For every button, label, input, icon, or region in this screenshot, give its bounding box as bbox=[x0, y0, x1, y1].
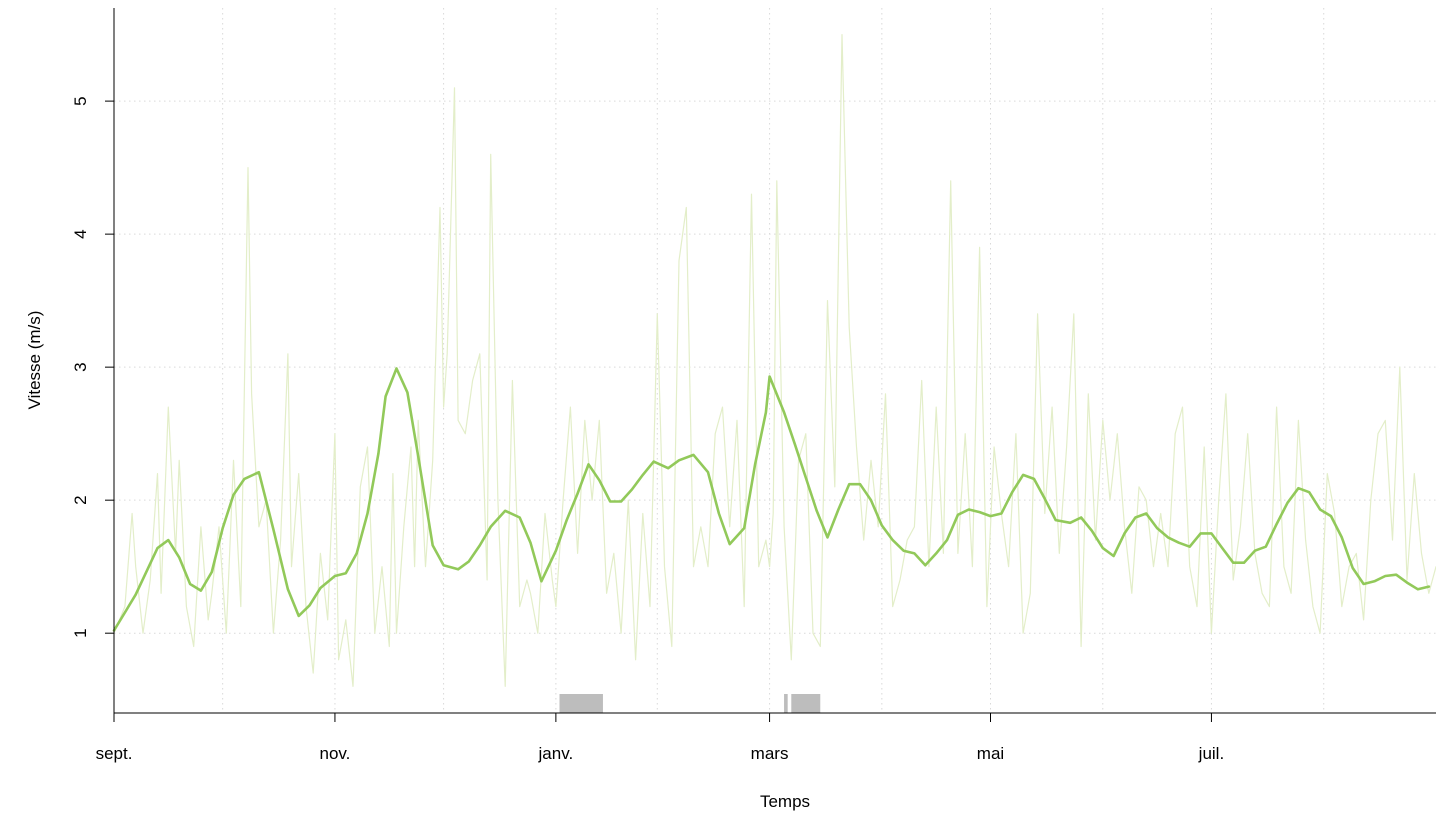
x-tick-label: mars bbox=[751, 744, 789, 763]
smoothed-series bbox=[112, 367, 1431, 632]
y-tick-label: 1 bbox=[71, 628, 90, 637]
x-axis-title: Temps bbox=[760, 792, 810, 811]
x-axis-ticks: sept. nov. janv. mars mai juil. bbox=[96, 713, 1225, 763]
y-tick-label: 5 bbox=[71, 96, 90, 105]
axes bbox=[113, 8, 1436, 714]
y-axis-title: Vitesse (m/s) bbox=[25, 311, 44, 410]
x-tick-label: mai bbox=[977, 744, 1004, 763]
x-tick-label: sept. bbox=[96, 744, 133, 763]
smoothed-series-line bbox=[112, 367, 1431, 632]
y-tick-label: 4 bbox=[71, 229, 90, 238]
missing-data-marks bbox=[559, 694, 821, 713]
y-axis-ticks: 1 2 3 4 5 bbox=[71, 96, 114, 638]
missing-period-mark bbox=[559, 694, 603, 713]
missing-period-mark bbox=[784, 694, 788, 713]
missing-period-mark bbox=[791, 694, 821, 713]
daily-series-line bbox=[113, 33, 1436, 688]
x-tick-label: nov. bbox=[319, 744, 350, 763]
x-tick-label: janv. bbox=[538, 744, 574, 763]
x-tick-label: juil. bbox=[1198, 744, 1225, 763]
y-tick-label: 3 bbox=[71, 362, 90, 371]
y-tick-label: 2 bbox=[71, 495, 90, 504]
daily-series bbox=[113, 33, 1436, 688]
